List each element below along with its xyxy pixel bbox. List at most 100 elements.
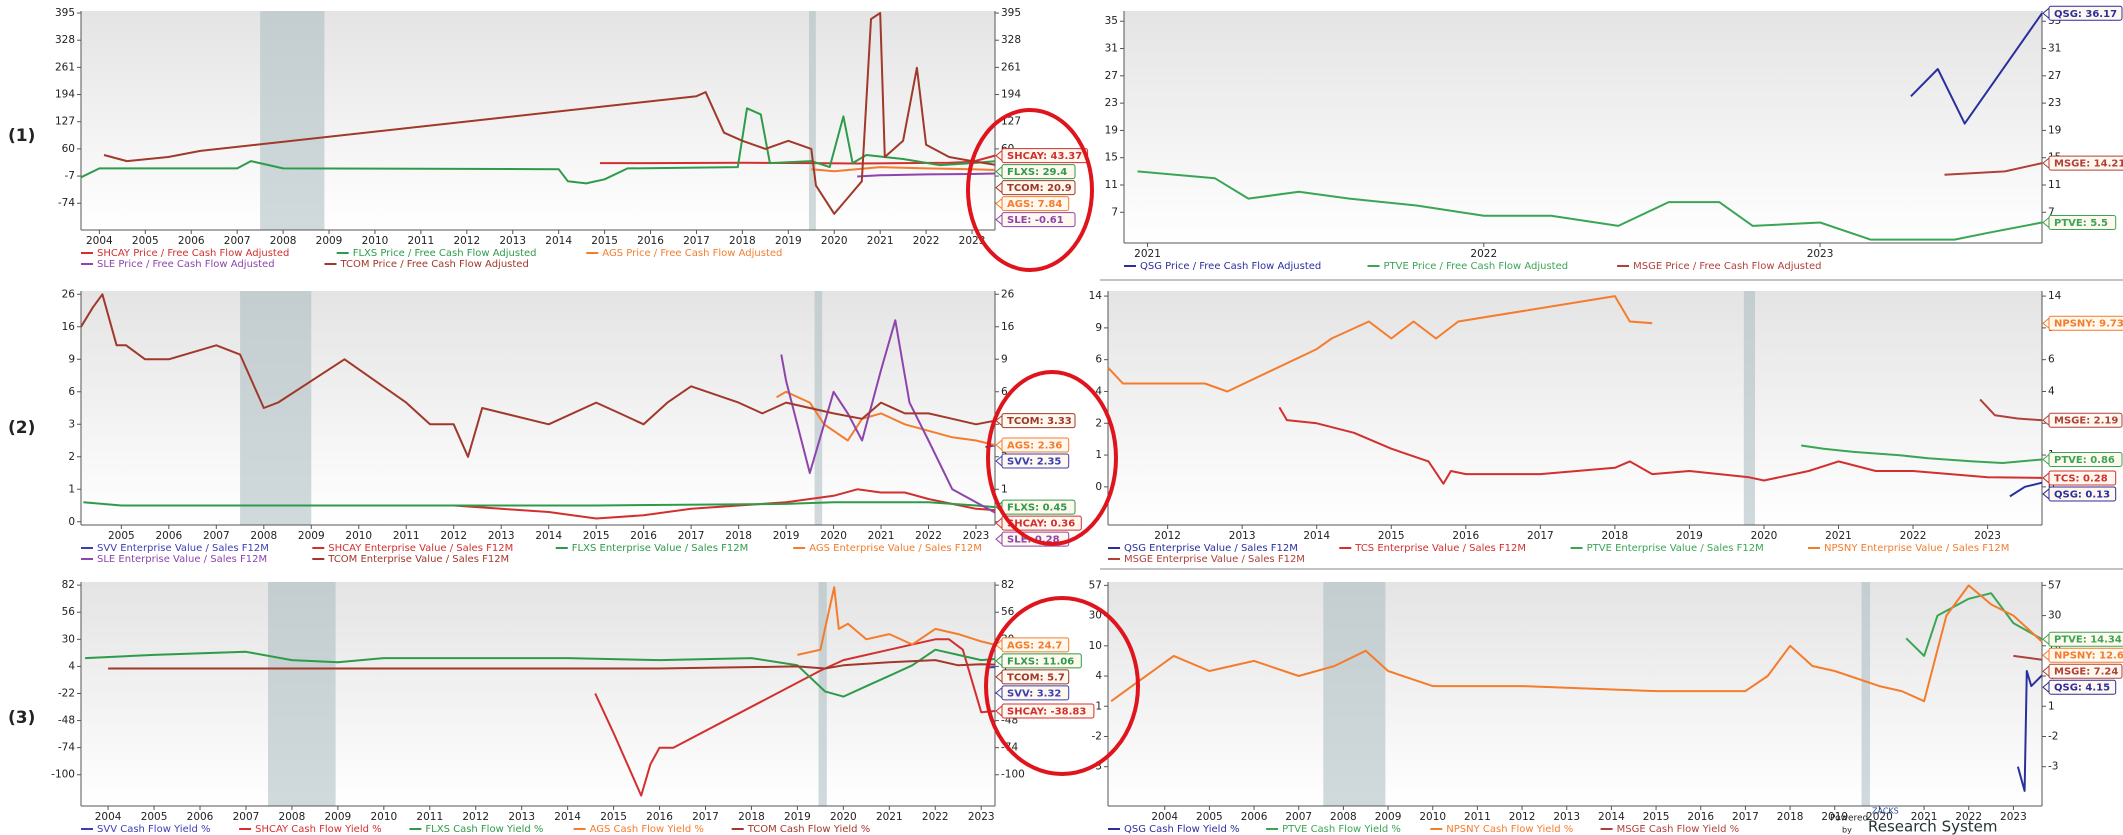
callout-label: SHCAY: -38.83 bbox=[1007, 707, 1086, 718]
y-tick-label: 261 bbox=[55, 61, 75, 73]
callout-pointer bbox=[2042, 649, 2050, 662]
legend-label: AGS Enterprise Value / Sales F12M bbox=[809, 543, 982, 554]
x-tick-label: 2019 bbox=[1676, 530, 1703, 542]
callout-pointer bbox=[995, 517, 1003, 530]
x-tick-label: 2023 bbox=[963, 530, 990, 542]
x-tick-label: 2023 bbox=[1974, 530, 2001, 542]
legend-label: QSG Enterprise Value / Sales F12M bbox=[1124, 543, 1298, 554]
value-callout bbox=[1001, 164, 1076, 180]
value-callout bbox=[1001, 515, 1082, 531]
x-tick-label: 2011 bbox=[393, 530, 420, 542]
y-tick-label: 9 bbox=[68, 353, 75, 365]
y-tick-label: 15 bbox=[1105, 152, 1118, 164]
y-tick-label: -48 bbox=[58, 715, 75, 727]
x-tick-label: 2016 bbox=[646, 811, 673, 823]
callout-pointer bbox=[995, 670, 1003, 683]
y-tick-label: 127 bbox=[55, 116, 75, 128]
y-tick-label-right: 127 bbox=[1001, 116, 1021, 128]
plot-area bbox=[1124, 11, 2042, 243]
value-callout bbox=[1001, 669, 1070, 685]
y-tick-label: -7 bbox=[65, 170, 75, 182]
x-tick-label: 2023 bbox=[1807, 248, 1834, 260]
y-tick-label: 26 bbox=[62, 288, 76, 300]
callout-pointer bbox=[2042, 487, 2050, 501]
annotation-circle bbox=[966, 108, 1094, 272]
callout-label: NPSNY: 12.69 bbox=[2054, 651, 2123, 662]
x-tick-label: 2013 bbox=[488, 530, 515, 542]
callout-pointer bbox=[995, 165, 1003, 178]
callout-pointer bbox=[995, 149, 1003, 162]
x-tick-label: 2018 bbox=[738, 811, 765, 823]
x-tick-label: 2022 bbox=[922, 811, 949, 823]
x-tick-label: 2016 bbox=[637, 235, 664, 247]
callout-pointer bbox=[2042, 471, 2050, 485]
x-tick-label: 2004 bbox=[86, 235, 113, 247]
legend-label: QSG Cash Flow Yield % bbox=[1124, 824, 1239, 835]
x-tick-label: 2017 bbox=[1732, 811, 1759, 823]
value-callout bbox=[2048, 470, 2117, 486]
y-tick-label: 23 bbox=[1105, 97, 1118, 109]
x-tick-label: 2010 bbox=[345, 530, 372, 542]
y-tick-label-right: 194 bbox=[1001, 89, 1021, 101]
x-tick-label: 2014 bbox=[545, 235, 572, 247]
x-tick-label: 2016 bbox=[1452, 530, 1479, 542]
y-tick-label: 10 bbox=[1089, 640, 1102, 652]
y-tick-label: -74 bbox=[58, 742, 75, 754]
y-tick-label-right: 23 bbox=[2048, 97, 2061, 109]
callout-pointer bbox=[2042, 157, 2050, 170]
x-tick-label: 2019 bbox=[1821, 811, 1848, 823]
y-tick-label: 14 bbox=[1089, 290, 1103, 302]
callout-label: TCOM: 5.7 bbox=[1007, 672, 1065, 683]
row-label: (1) bbox=[8, 126, 35, 146]
recession-band bbox=[814, 291, 823, 525]
y-tick-label-right: 4 bbox=[2048, 385, 2055, 397]
x-tick-label: 2020 bbox=[821, 235, 848, 247]
series-line bbox=[2016, 670, 2043, 792]
x-tick-label: 2022 bbox=[1900, 530, 1927, 542]
value-callout bbox=[2048, 215, 2117, 231]
callout-label: QSG: 0.13 bbox=[2054, 489, 2110, 500]
plot-area bbox=[1108, 582, 2042, 806]
callout-label: QSG: 36.17 bbox=[2054, 9, 2117, 20]
y-tick-label-right: 19 bbox=[2048, 124, 2061, 136]
value-callout bbox=[2048, 486, 2117, 502]
x-tick-label: 2007 bbox=[1285, 811, 1312, 823]
series-line bbox=[1137, 170, 2043, 241]
y-tick-label-right: 30 bbox=[2048, 610, 2061, 622]
x-tick-label: 2008 bbox=[279, 811, 306, 823]
callout-pointer bbox=[995, 181, 1003, 194]
value-callout bbox=[1001, 653, 1082, 669]
legend-label: FLXS Enterprise Value / Sales F12M bbox=[572, 543, 748, 554]
x-tick-label: 2011 bbox=[408, 235, 435, 247]
callout-label: FLXS: 0.45 bbox=[1007, 503, 1067, 514]
series-line bbox=[1801, 444, 2043, 464]
y-tick-label: 2 bbox=[1095, 417, 1102, 429]
x-tick-label: 2018 bbox=[725, 530, 752, 542]
x-tick-label: 2016 bbox=[630, 530, 657, 542]
x-tick-label: 2013 bbox=[1553, 811, 1580, 823]
y-tick-label-right: 14 bbox=[2048, 290, 2062, 302]
series-line bbox=[80, 107, 996, 185]
footer-powered: Powered bbox=[1830, 814, 1868, 824]
footer-by: by bbox=[1842, 826, 1852, 835]
row-label: (3) bbox=[8, 708, 35, 728]
callout-label: AGS: 7.84 bbox=[1007, 199, 1062, 210]
value-callout bbox=[1001, 437, 1070, 453]
legend-label: FLXS Cash Flow Yield % bbox=[425, 824, 543, 835]
y-tick-label: 6 bbox=[1095, 354, 1102, 366]
plot-area bbox=[81, 582, 995, 806]
callout-label: MSGE: 2.19 bbox=[2054, 416, 2118, 427]
legend-label: SVV Cash Flow Yield % bbox=[97, 824, 211, 835]
x-tick-label: 2006 bbox=[187, 811, 214, 823]
value-callout bbox=[1001, 703, 1095, 719]
callout-pointer bbox=[995, 533, 1003, 546]
y-tick-label-right: 31 bbox=[2048, 43, 2061, 55]
x-tick-label: 2021 bbox=[1134, 248, 1161, 260]
y-tick-label: 35 bbox=[1105, 15, 1118, 27]
callout-pointer bbox=[2042, 216, 2050, 229]
x-tick-label: 2010 bbox=[1419, 811, 1446, 823]
callout-pointer bbox=[2042, 7, 2050, 20]
x-tick-label: 2022 bbox=[915, 530, 942, 542]
y-tick-label: -2 bbox=[1092, 730, 1102, 742]
